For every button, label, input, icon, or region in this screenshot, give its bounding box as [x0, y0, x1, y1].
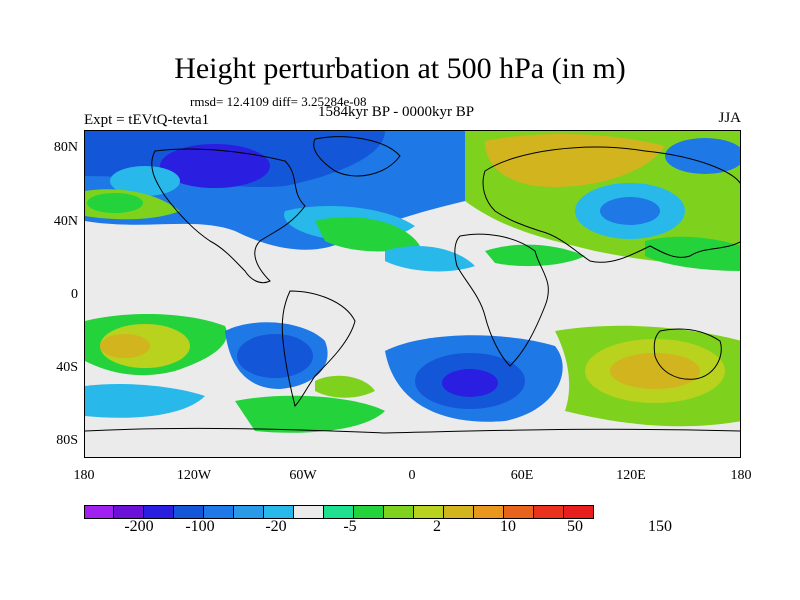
colorbar-swatch: [384, 505, 414, 519]
field-sa-deep: [237, 334, 313, 378]
colorbar-swatch: [264, 505, 294, 519]
period-label: 1584kyr BP - 0000kyr BP: [318, 104, 475, 120]
height-perturbation-map: [85, 131, 740, 457]
coastlines: [85, 136, 740, 434]
lat-label-80s: 80S: [56, 433, 78, 448]
colorbar: [84, 505, 594, 519]
experiment-label: Expt = tEVtQ-tevta1: [84, 112, 210, 128]
field-sa-south-lime: [315, 375, 375, 398]
plot-title: Height perturbation at 500 hPa (in m): [174, 52, 626, 85]
colorbar-swatch: [234, 505, 264, 519]
lat-label-40n: 40N: [53, 214, 78, 229]
lon-label-120w: 120W: [176, 468, 212, 483]
field-eurasia-gold: [485, 134, 665, 187]
colorbar-label: -200: [124, 518, 154, 535]
coastline-path: [454, 233, 549, 367]
field-india-green: [485, 244, 585, 267]
lon-label-180e: 180: [730, 468, 752, 483]
field-sp-gold: [100, 334, 150, 358]
coastline-path: [85, 427, 740, 434]
field-wpac-green: [645, 236, 740, 271]
field-africa-blue: [385, 246, 475, 272]
field-siberia-deep: [600, 197, 660, 225]
colorbar-swatch: [444, 505, 474, 519]
coastline-path: [653, 328, 722, 380]
colorbar-swatch: [414, 505, 444, 519]
coastline-path: [281, 290, 356, 407]
field-ne-blue: [665, 138, 740, 174]
colorbar-swatch: [144, 505, 174, 519]
lon-label-60w: 60W: [289, 468, 317, 483]
map-panel: [84, 130, 741, 458]
colorbar-label: 50: [567, 518, 583, 535]
colorbar-label: -100: [185, 518, 215, 535]
colorbar-swatch: [474, 505, 504, 519]
colorbar-label: 10: [500, 518, 516, 535]
colorbar-swatch: [174, 505, 204, 519]
colorbar-label: -20: [265, 518, 287, 535]
lat-label-40s: 40S: [56, 360, 78, 375]
colorbar-swatch: [564, 505, 594, 519]
field-arctic-deep: [160, 144, 270, 188]
contour-fields: [85, 131, 740, 433]
field-pacific-green: [87, 193, 143, 213]
colorbar-swatch: [324, 505, 354, 519]
field-indian-gold: [610, 353, 700, 389]
colorbar-label: 150: [648, 518, 672, 535]
lat-label-80n: 80N: [53, 140, 78, 155]
colorbar-swatch: [84, 505, 114, 519]
stats-label: rmsd= 12.4109 diff= 3.25284e-08: [190, 94, 367, 109]
colorbar-swatch: [294, 505, 324, 519]
lon-label-120e: 120E: [616, 468, 646, 483]
field-so-core: [442, 369, 498, 397]
colorbar-swatch: [534, 505, 564, 519]
lon-label-0: 0: [408, 468, 416, 483]
lon-label-60e: 60E: [510, 468, 534, 483]
field-sp-south-blue: [85, 384, 205, 418]
field-sa-south-green: [235, 395, 385, 433]
colorbar-swatch: [114, 505, 144, 519]
colorbar-swatch: [204, 505, 234, 519]
coastline-path: [313, 136, 401, 177]
colorbar-label: -5: [343, 518, 357, 535]
colorbar-label: 2: [433, 518, 441, 535]
colorbar-swatch: [354, 505, 384, 519]
field-light-blue-nw: [110, 166, 180, 196]
season-label: JJA: [718, 110, 741, 126]
lat-label-0: 0: [71, 287, 78, 302]
coastline-path: [482, 146, 740, 263]
field-atl-green: [315, 217, 420, 252]
coastline-path: [151, 148, 306, 284]
colorbar-swatch: [504, 505, 534, 519]
lon-label-180w: 180: [73, 468, 95, 483]
